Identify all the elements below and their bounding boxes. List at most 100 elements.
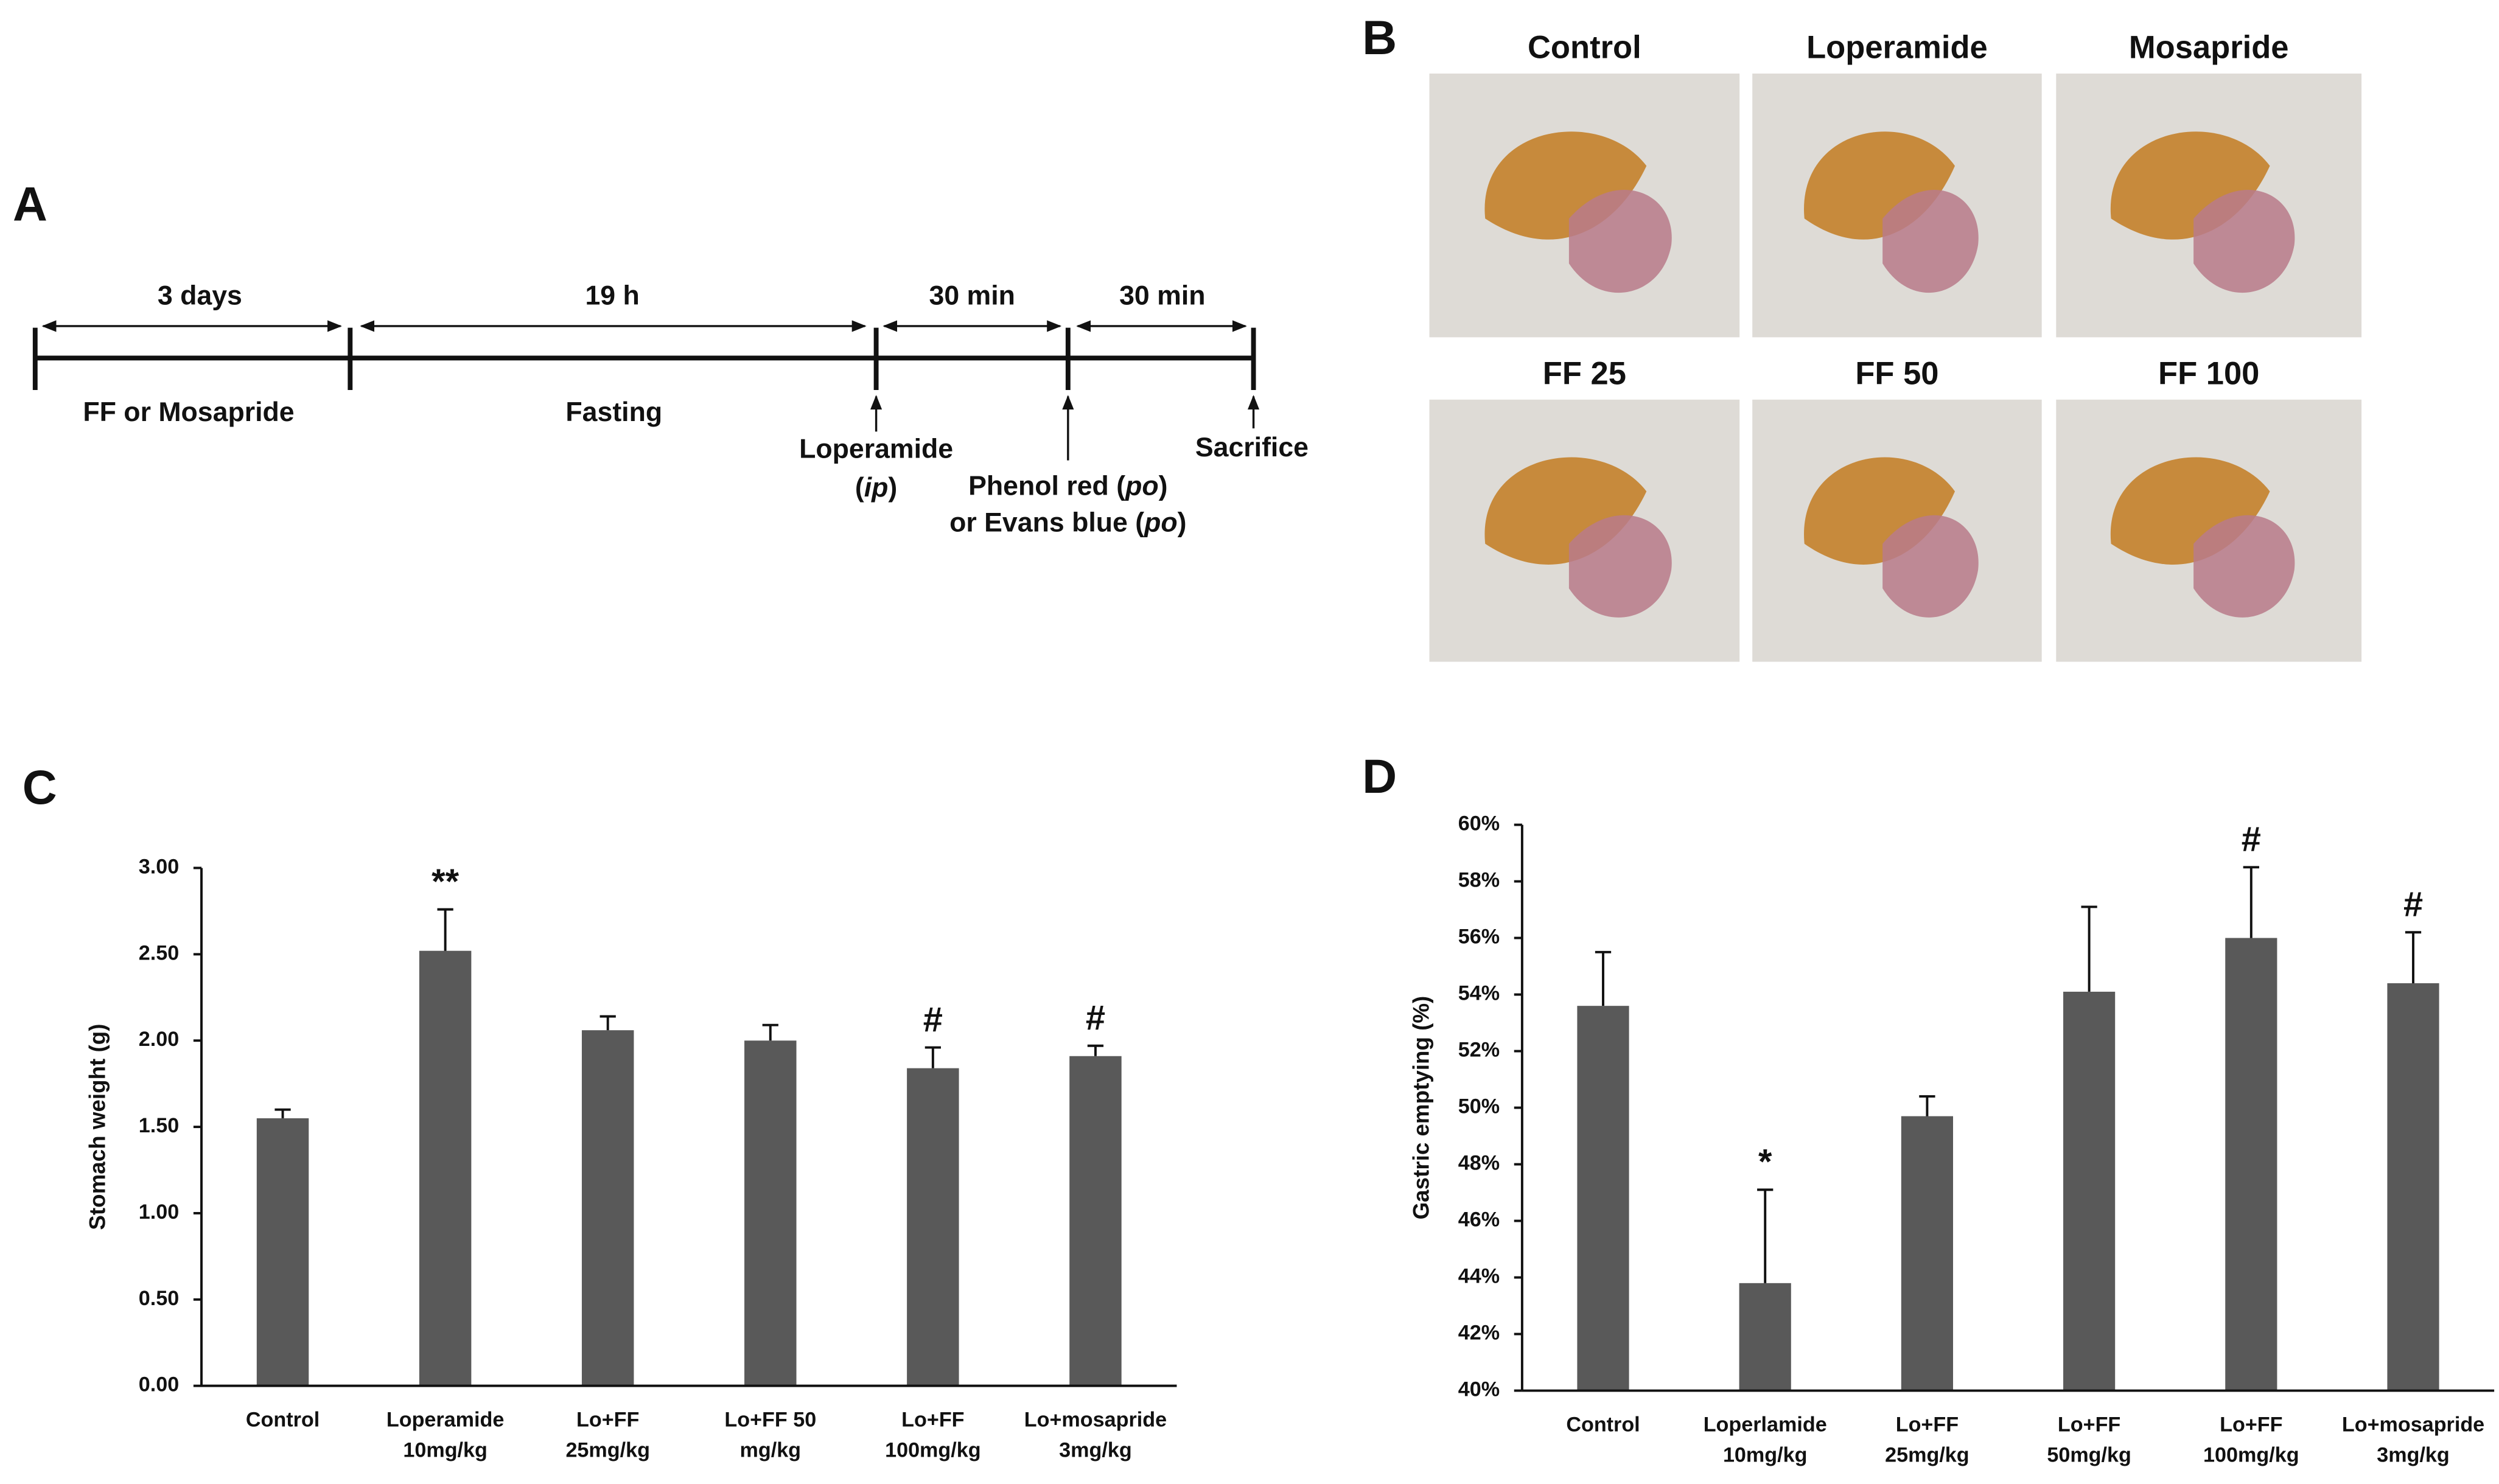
panel-label: B (1362, 11, 1397, 64)
phase-label: Fasting (565, 397, 662, 427)
error-bar (437, 908, 453, 951)
error-bar (599, 1015, 616, 1031)
y-tick-label: 46% (1458, 1208, 1500, 1231)
y-tick-label: 42% (1458, 1322, 1500, 1345)
text-part: or Evans blue ( (949, 507, 1144, 537)
error-bar (1595, 950, 1612, 1006)
x-tick-label: Loperlamide (1704, 1413, 1827, 1436)
bar (2225, 938, 2277, 1391)
phase-label: FF or Mosapride (83, 397, 294, 427)
x-tick-label: mg/kg (740, 1438, 802, 1461)
bar (581, 1030, 634, 1386)
y-tick-label: 1.50 (139, 1114, 179, 1137)
y-tick-label: 2.50 (139, 941, 179, 964)
y-tick-label: 0.50 (139, 1287, 179, 1310)
error-bar (1757, 1188, 1774, 1283)
photo-label: FF 50 (1855, 355, 1938, 391)
error-bar (1919, 1095, 1935, 1116)
photo-label: Control (1528, 29, 1641, 65)
text-part: po (1125, 471, 1159, 501)
x-tick-label: 100mg/kg (885, 1438, 981, 1461)
x-tick-label: Lo+mosapride (1024, 1408, 1167, 1431)
y-tick-label: 1.00 (139, 1200, 179, 1224)
bar (1901, 1116, 1954, 1391)
y-tick-label: 3.00 (139, 855, 179, 879)
error-bar (2405, 931, 2422, 983)
x-tick-label: Control (246, 1408, 320, 1431)
stomach-antrum (1568, 190, 1672, 293)
duration-label: 19 h (585, 280, 639, 310)
duration-label: 30 min (1119, 280, 1205, 310)
photo-label: Loperamide (1806, 29, 1988, 65)
y-tick-label: 58% (1458, 869, 1500, 892)
panel-label: A (13, 177, 47, 231)
significance-mark: * (1758, 1143, 1772, 1182)
panel-label: D (1362, 750, 1397, 803)
x-tick-label: Lo+FF (576, 1408, 639, 1431)
error-bar (1087, 1044, 1104, 1056)
photo-label: Mosapride (2129, 29, 2289, 65)
event-label: (ip) (855, 473, 897, 503)
bar (744, 1040, 797, 1386)
photo-label: FF 25 (1543, 355, 1626, 391)
event-label: or Evans blue (po) (949, 507, 1186, 537)
text-part: po (1144, 507, 1178, 537)
error-bar (274, 1108, 291, 1118)
bar (1069, 1056, 1122, 1386)
event-label: Sacrifice (1195, 433, 1309, 462)
significance-mark: # (923, 1000, 943, 1039)
y-tick-label: 2.00 (139, 1028, 179, 1051)
significance-mark: # (1086, 998, 1105, 1037)
bar (2063, 991, 2116, 1391)
timeline: 3 days 19 h 30 min 30 min FF or Mosaprid… (32, 280, 1309, 537)
x-tick-label: Lo+mosapride (2342, 1413, 2484, 1436)
text-part: ip (864, 473, 889, 503)
photo-label: FF 100 (2158, 355, 2259, 391)
x-tick-label: Loperamide (386, 1408, 505, 1431)
error-bar (762, 1023, 778, 1041)
x-tick-label: 100mg/kg (2203, 1443, 2299, 1466)
x-tick-label: 25mg/kg (1885, 1443, 1969, 1466)
significance-mark: # (2242, 820, 2261, 859)
bar (1739, 1283, 1791, 1391)
stomach-antrum (2193, 515, 2295, 618)
event-label: Loperamide (799, 434, 953, 464)
x-tick-label: 25mg/kg (565, 1438, 650, 1461)
bar (2387, 983, 2439, 1391)
text-part: ( (855, 473, 864, 503)
event-label: Phenol red (po) (968, 471, 1167, 501)
panel-label: C (23, 761, 57, 814)
bar (1577, 1006, 1629, 1391)
y-tick-label: 0.00 (139, 1373, 179, 1396)
bar (419, 950, 472, 1386)
x-tick-label: 3mg/kg (2377, 1443, 2450, 1466)
error-bar (924, 1046, 941, 1068)
x-tick-label: Lo+FF (901, 1408, 964, 1431)
x-tick-label: 50mg/kg (2047, 1443, 2131, 1466)
y-tick-label: 60% (1458, 812, 1500, 835)
error-bar (2243, 866, 2259, 938)
y-tick-label: 54% (1458, 982, 1500, 1005)
x-tick-label: Lo+FF (2058, 1413, 2120, 1436)
y-axis-label: Gastric emptying (%) (1409, 996, 1434, 1220)
stomach-antrum (1568, 515, 1672, 618)
duration-label: 3 days (158, 280, 242, 310)
bar (256, 1118, 309, 1386)
significance-mark: ** (432, 862, 459, 901)
duration-label: 30 min (929, 280, 1015, 310)
x-tick-label: 10mg/kg (1723, 1443, 1808, 1466)
x-tick-label: 3mg/kg (1059, 1438, 1132, 1461)
x-tick-label: Lo+FF (1896, 1413, 1959, 1436)
y-tick-label: 48% (1458, 1152, 1500, 1175)
stomach-antrum (1882, 515, 1979, 618)
y-axis-label: Stomach weight (g) (85, 1024, 110, 1230)
x-tick-label: 10mg/kg (403, 1438, 488, 1461)
y-tick-label: 52% (1458, 1039, 1500, 1062)
significance-mark: # (2403, 885, 2423, 924)
y-tick-label: 44% (1458, 1265, 1500, 1288)
stomach-antrum (2193, 190, 2295, 293)
x-tick-label: Lo+FF 50 (724, 1408, 816, 1431)
text-part: ) (888, 473, 897, 503)
text-part: ) (1178, 507, 1187, 537)
y-tick-label: 50% (1458, 1095, 1500, 1118)
